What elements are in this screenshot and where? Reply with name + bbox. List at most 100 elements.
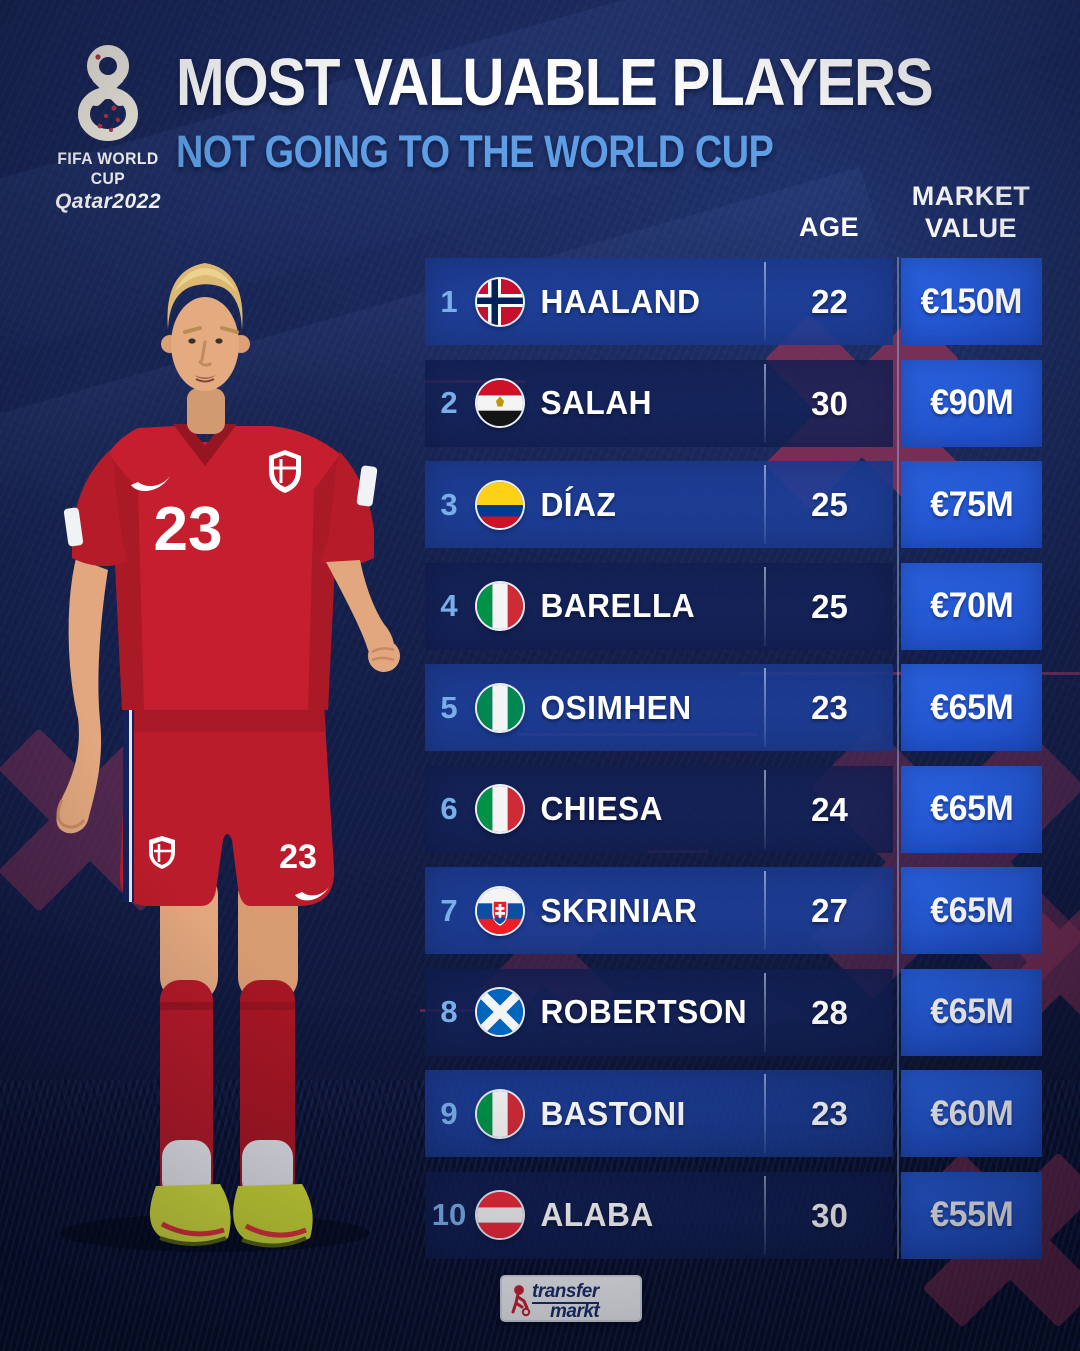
player-age: 28 bbox=[811, 993, 848, 1031]
flag-icon-italy bbox=[477, 786, 523, 832]
market-value-cell: €55M bbox=[901, 1171, 1042, 1259]
market-value: €55M bbox=[930, 1195, 1013, 1234]
rank-number: 3 bbox=[440, 486, 458, 522]
rank-number: 10 bbox=[431, 1197, 467, 1232]
player-name: CHIESA bbox=[540, 790, 664, 827]
flag-icon-italy bbox=[477, 583, 523, 629]
player-age: 27 bbox=[811, 892, 848, 929]
player-photo: 23 23 bbox=[56, 263, 400, 1252]
market-value-header-line1: MARKET bbox=[911, 181, 1031, 211]
player-age: 30 bbox=[811, 384, 848, 422]
fifa-world-cup-logo: FIFA WORLD CUP Qatar2022 bbox=[38, 42, 178, 214]
player-age: 23 bbox=[811, 689, 848, 726]
player-age: 22 bbox=[811, 283, 848, 320]
market-value: €150M bbox=[920, 281, 1023, 321]
flag-icon-italy bbox=[477, 1090, 523, 1137]
player-row-main: 8 ROBERTSON 28 bbox=[425, 968, 893, 1056]
rank-number: 1 bbox=[440, 283, 458, 319]
player-age: 25 bbox=[811, 587, 848, 625]
player-name: ROBERTSON bbox=[540, 993, 748, 1030]
player-name: SALAH bbox=[540, 384, 652, 421]
player-age: 23 bbox=[811, 1095, 848, 1132]
column-divider bbox=[764, 871, 766, 950]
player-name: OSIMHEN bbox=[540, 688, 692, 726]
table-row: 4 BARELLA 25 €70M bbox=[425, 562, 1042, 650]
player-name: SKRINIAR bbox=[540, 891, 698, 929]
row-gap bbox=[893, 563, 901, 650]
column-divider bbox=[764, 668, 766, 747]
market-value-column-header: MARKET VALUE bbox=[900, 180, 1042, 244]
qatar-2022-text: Qatar2022 bbox=[54, 190, 162, 213]
market-value: €90M bbox=[930, 383, 1013, 422]
market-value-header-line2: VALUE bbox=[924, 213, 1017, 243]
flag-icon-norway bbox=[477, 278, 523, 325]
rank-number: 5 bbox=[440, 689, 458, 725]
player-row-main: 7 SKRINIAR 27 bbox=[425, 867, 893, 954]
rank-number: 9 bbox=[440, 1095, 458, 1131]
flag-icon-scotland bbox=[477, 989, 523, 1035]
page-title: MOST VALUABLE PLAYERS bbox=[176, 45, 934, 120]
column-divider bbox=[764, 769, 766, 849]
rank-number: 2 bbox=[440, 385, 458, 420]
market-value: €65M bbox=[930, 992, 1013, 1031]
row-gap bbox=[893, 258, 901, 345]
flag-icon-austria bbox=[477, 1192, 523, 1238]
column-divider bbox=[764, 262, 766, 341]
table-row: 3 DÍAZ 25 €75M bbox=[425, 461, 1042, 548]
table-row: 1 HAALAND 22 €150M bbox=[425, 258, 1042, 345]
market-value: €75M bbox=[930, 484, 1013, 524]
market-value-cell: €60M bbox=[901, 1070, 1042, 1157]
row-gap bbox=[893, 360, 901, 447]
row-gap bbox=[893, 1172, 901, 1259]
transfermarkt-player-icon bbox=[511, 1285, 531, 1317]
player-row-main: 3 DÍAZ 25 bbox=[425, 461, 893, 548]
player-age: 25 bbox=[811, 486, 848, 523]
flag-icon-colombia bbox=[477, 481, 523, 528]
player-row-main: 9 BASTONI 23 bbox=[425, 1070, 893, 1157]
market-value: €70M bbox=[930, 586, 1013, 625]
row-gap bbox=[893, 766, 901, 853]
table-row: 5 OSIMHEN 23 €65M bbox=[425, 664, 1042, 751]
table-row: 2 SALAH 30 €90M bbox=[425, 359, 1042, 447]
table-row: 8 ROBERTSON 28 €65M bbox=[425, 968, 1042, 1056]
column-divider bbox=[764, 972, 766, 1052]
market-value-cell: €75M bbox=[901, 461, 1042, 548]
row-gap bbox=[893, 664, 901, 751]
row-gap bbox=[893, 461, 901, 548]
rank-number: 8 bbox=[440, 994, 458, 1029]
players-table: 1 HAALAND 22 €150M 2 SALAH 30 €90M 3 DÍAZ 25 €75M 4 B… bbox=[425, 258, 1042, 1273]
table-row: 6 CHIESA 24 €65M bbox=[425, 765, 1042, 853]
table-row: 10 ALABA 30 €55M bbox=[425, 1171, 1042, 1259]
rank-number: 7 bbox=[440, 892, 458, 928]
player-row-main: 10 ALABA 30 bbox=[425, 1171, 893, 1259]
fifa-emblem-icon bbox=[78, 45, 138, 141]
age-column-header: AGE bbox=[798, 212, 859, 242]
market-value-cell: €65M bbox=[901, 867, 1042, 954]
player-row-main: 1 HAALAND 22 bbox=[425, 258, 893, 345]
player-name: HAALAND bbox=[540, 282, 701, 320]
player-row-main: 5 OSIMHEN 23 bbox=[425, 664, 893, 751]
svg-text:23: 23 bbox=[154, 495, 223, 564]
transfermarkt-logo: transfer markt bbox=[500, 1275, 642, 1322]
market-value: €65M bbox=[930, 789, 1013, 828]
row-gap bbox=[893, 969, 901, 1056]
table-row: 9 BASTONI 23 €60M bbox=[425, 1070, 1042, 1157]
player-age: 24 bbox=[811, 790, 848, 828]
fifa-world-cup-text: FIFA WORLD CUP bbox=[57, 149, 159, 188]
rank-number: 4 bbox=[440, 588, 458, 623]
rank-number: 6 bbox=[440, 791, 458, 826]
player-row-main: 4 BARELLA 25 bbox=[425, 562, 893, 650]
table-row: 7 SKRINIAR 27 €65M bbox=[425, 867, 1042, 954]
row-gap bbox=[893, 867, 901, 954]
market-value-cell: €65M bbox=[901, 968, 1042, 1056]
flag-icon-nigeria bbox=[477, 684, 523, 731]
svg-text:23: 23 bbox=[279, 838, 317, 876]
market-value-cell: €65M bbox=[901, 664, 1042, 751]
flag-icon-egypt bbox=[477, 380, 523, 426]
market-value-cell: €70M bbox=[901, 562, 1042, 650]
row-gap bbox=[893, 1070, 901, 1157]
market-value: €60M bbox=[930, 1093, 1013, 1133]
flag-icon-slovakia bbox=[477, 887, 523, 934]
player-row-main: 2 SALAH 30 bbox=[425, 359, 893, 447]
